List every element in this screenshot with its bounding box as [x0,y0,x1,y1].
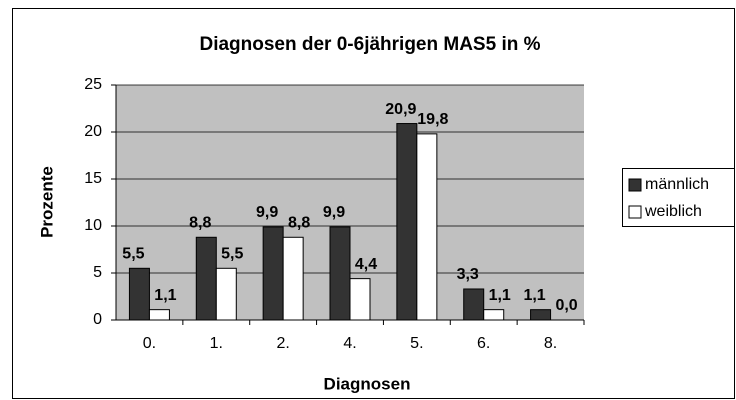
bar [195,236,217,321]
y-tick-label: 10 [84,217,102,234]
bar [329,226,351,321]
y-tick-label: 0 [93,311,102,328]
y-tick-label: 15 [84,170,102,187]
y-tick-label: 25 [84,76,102,93]
bar [282,236,304,321]
y-axis-label: Prozente [37,166,56,238]
value-label: 5,5 [221,246,243,263]
bar [463,288,485,321]
value-label: 8,8 [189,214,211,231]
x-tick-label: 6. [477,335,490,352]
bar [215,267,237,321]
y-tick-label: 5 [93,264,102,281]
value-label: 3,3 [457,266,479,283]
x-tick-label: 5. [410,335,423,352]
value-label: 9,9 [323,204,345,221]
bar [128,267,150,321]
x-tick-label: 8. [544,335,557,352]
x-tick-label: 4. [343,335,356,352]
value-label: 8,8 [288,214,310,231]
bar [148,309,170,321]
bar [416,133,438,321]
legend-swatch [628,178,642,192]
x-axis-label: Diagnosen [324,374,411,393]
value-label: 4,4 [355,256,377,273]
bar [483,309,505,321]
bar [530,309,552,321]
x-tick-label: 0. [143,335,156,352]
value-label: 1,1 [489,287,511,304]
x-tick-label: 1. [210,335,223,352]
value-label: 5,5 [122,246,144,263]
bar [262,226,284,321]
legend-label: weiblich [644,203,702,220]
value-label: 20,9 [385,101,416,118]
legend-label: männlich [645,176,709,193]
bar [396,123,418,321]
y-tick-label: 20 [84,123,102,140]
value-label: 1,1 [154,287,176,304]
value-label: 19,8 [417,111,448,128]
bar [349,278,371,321]
x-tick-label: 2. [276,335,289,352]
value-label: 1,1 [523,287,545,304]
legend-swatch [628,205,642,219]
value-label: 9,9 [256,204,278,221]
value-label: 0,0 [555,297,577,314]
chart-title: Diagnosen der 0-6jährigen MAS5 in % [199,34,540,55]
